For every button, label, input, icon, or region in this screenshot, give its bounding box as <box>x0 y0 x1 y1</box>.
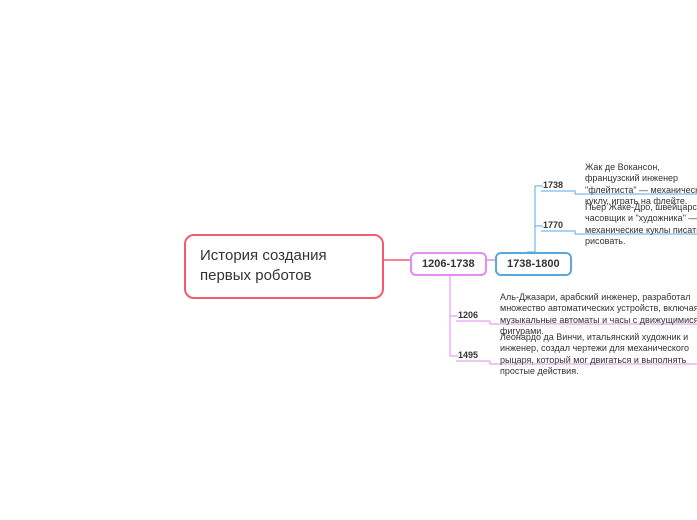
leaf-year: 1770 <box>543 220 563 230</box>
leaf-year: 1206 <box>458 310 478 320</box>
period-label: 1206-1738 <box>422 258 475 270</box>
leaf-desc: Леонардо да Винчи, итальянский художник … <box>500 332 697 377</box>
root-node[interactable]: История создания первых роботов <box>184 234 384 299</box>
root-title: История создания первых роботов <box>200 247 327 284</box>
leaf-desc: Аль-Джазари, арабский инженер, разработа… <box>500 292 697 337</box>
leaf-year: 1738 <box>543 180 563 190</box>
leaf-desc: Пьер Жаке-Дро, швейцарский часовщик и "х… <box>585 202 697 247</box>
leaf-year: 1495 <box>458 350 478 360</box>
period-node[interactable]: 1738-1800 <box>495 252 572 276</box>
period-label: 1738-1800 <box>507 258 560 270</box>
leaf-desc: Жак де Вокансон, французский инженер "фл… <box>585 162 697 207</box>
period-node[interactable]: 1206-1738 <box>410 252 487 276</box>
